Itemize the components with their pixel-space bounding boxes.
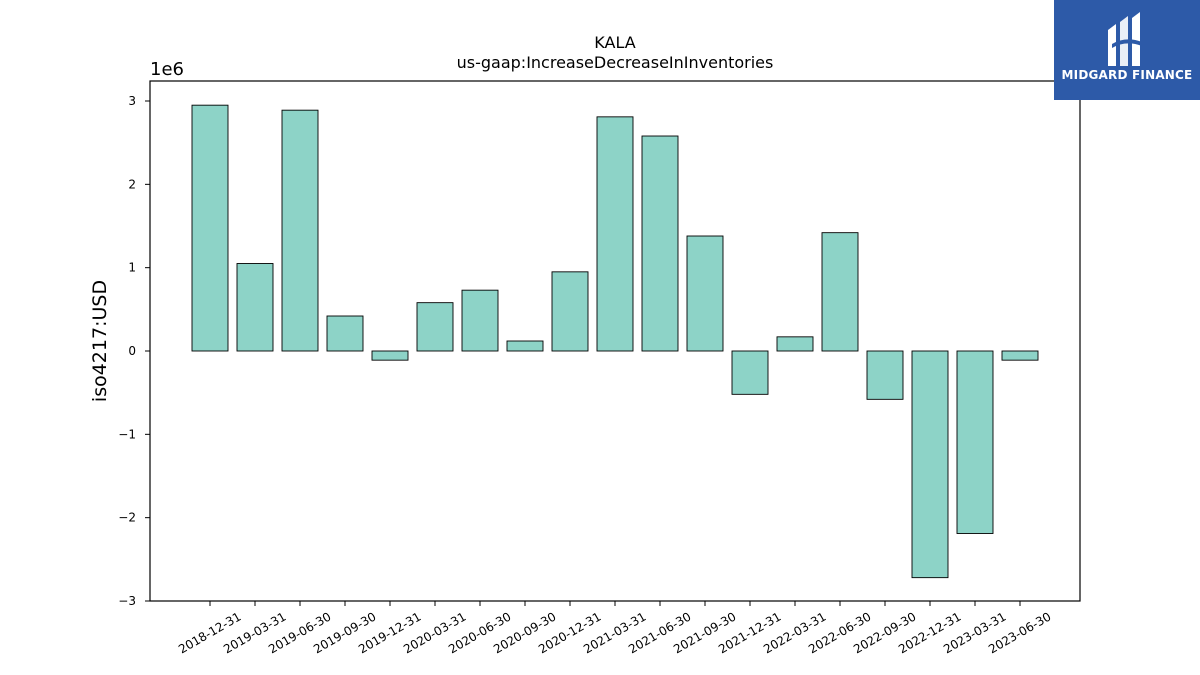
y-axis-label: iso4217:USD bbox=[89, 280, 111, 402]
bar-2023-06-30 bbox=[1001, 350, 1039, 361]
chart-title: KALA bbox=[594, 33, 635, 52]
midgard-logo-icon bbox=[1108, 12, 1142, 66]
y-tick-label: 2 bbox=[128, 177, 136, 191]
bar-2022-03-31 bbox=[776, 336, 814, 352]
bar-2018-12-31 bbox=[191, 104, 229, 352]
y-tick-label: 1 bbox=[128, 261, 136, 275]
bar-2021-12-31 bbox=[731, 350, 769, 395]
bar-2021-09-30 bbox=[686, 235, 724, 352]
bar-2020-12-31 bbox=[551, 271, 589, 352]
brand-logo: MIDGARD FINANCE bbox=[1054, 0, 1200, 100]
y-tick-label: −3 bbox=[118, 594, 136, 608]
bar-2019-06-30 bbox=[281, 109, 319, 352]
bar-2022-09-30 bbox=[866, 350, 904, 400]
bar-2023-03-31 bbox=[956, 350, 994, 534]
bar-2020-03-31 bbox=[416, 302, 454, 352]
y-tick-label: −2 bbox=[118, 511, 136, 525]
bar-2022-12-31 bbox=[911, 350, 949, 579]
bar-2020-06-30 bbox=[461, 289, 499, 352]
bars-group bbox=[191, 104, 1039, 579]
bar-2020-09-30 bbox=[506, 340, 544, 352]
bar-2019-12-31 bbox=[371, 350, 409, 361]
y-axis-ticks: −3 −2 −1 0 1 2 3 bbox=[118, 94, 150, 608]
bar-2022-06-30 bbox=[821, 232, 859, 352]
y-tick-label: 3 bbox=[128, 94, 136, 108]
bar-2021-06-30 bbox=[641, 135, 679, 352]
bar-2019-09-30 bbox=[326, 315, 364, 352]
y-tick-label: −1 bbox=[118, 427, 136, 441]
bar-2021-03-31 bbox=[596, 116, 634, 352]
chart-subtitle: us-gaap:IncreaseDecreaseInInventories bbox=[457, 53, 774, 72]
bar-2019-03-31 bbox=[236, 263, 274, 352]
x-axis-ticks: 2018-12-312019-03-312019-06-302019-09-30… bbox=[176, 601, 1054, 656]
y-tick-label: 0 bbox=[128, 344, 136, 358]
y-axis-multiplier: 1e6 bbox=[150, 59, 184, 80]
logo-text: MIDGARD FINANCE bbox=[1061, 68, 1193, 82]
